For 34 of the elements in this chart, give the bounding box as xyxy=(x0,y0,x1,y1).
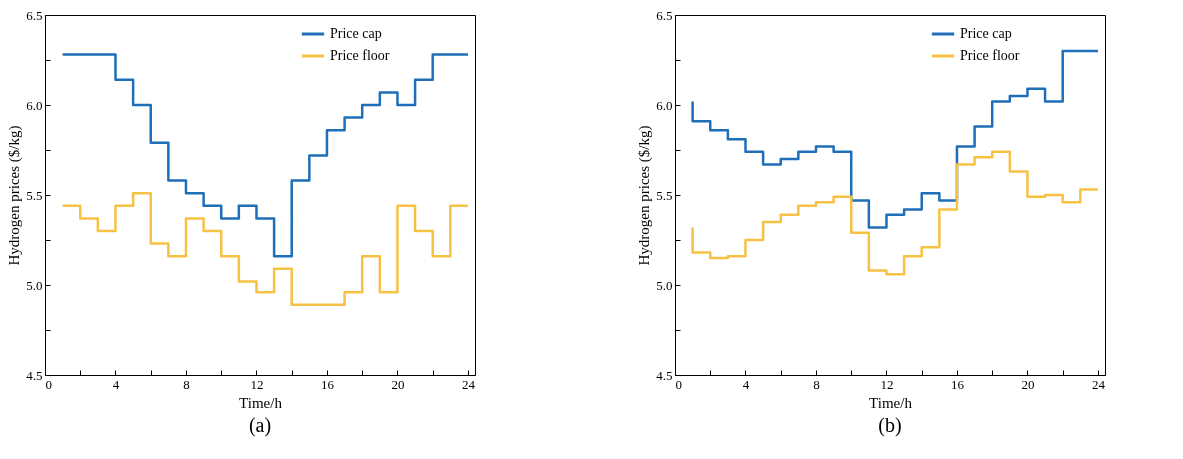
text: (b) xyxy=(878,414,902,437)
legend-label: Price floor xyxy=(960,48,1020,63)
y-tick-label: 5.0 xyxy=(656,277,673,293)
y-tick-label: 5.5 xyxy=(26,187,43,203)
x-tick-label: 24 xyxy=(461,376,476,392)
x-tick-label: 16 xyxy=(950,376,965,392)
y-axis-title: Hydrogen prices ($/kg) xyxy=(6,125,24,266)
text: (a) xyxy=(248,414,272,437)
y-tick-label: 5.0 xyxy=(26,277,43,293)
y-tick-label: 4.5 xyxy=(656,367,673,383)
y-tick-label: 6.5 xyxy=(26,7,43,23)
x-tick-label: 12 xyxy=(880,376,894,392)
y-tick-label: 6.5 xyxy=(656,7,673,23)
x-axis-title: Time/h xyxy=(239,394,283,411)
x-tick-label: 4 xyxy=(742,376,750,392)
x-tick-label: 4 xyxy=(112,376,120,392)
x-tick-label: 16 xyxy=(320,376,335,392)
x-tick-label: 20 xyxy=(391,376,405,392)
x-tick-label: 8 xyxy=(813,376,820,392)
x-tick-label: 0 xyxy=(45,376,52,392)
y-axis-title: Hydrogen prices ($/kg) xyxy=(636,125,654,266)
x-tick-label: 20 xyxy=(1021,376,1035,392)
x-tick-label: 8 xyxy=(183,376,190,392)
x-tick-label: 24 xyxy=(1091,376,1106,392)
x-tick-label: 0 xyxy=(675,376,682,392)
y-tick-label: 5.5 xyxy=(656,187,673,203)
x-axis-title: Time/h xyxy=(869,394,913,411)
legend-label: Price cap xyxy=(960,26,1012,41)
y-tick-label: 6.0 xyxy=(26,97,43,113)
legend-label: Price cap xyxy=(330,26,382,41)
y-tick-label: 6.0 xyxy=(656,97,673,113)
x-tick-label: 12 xyxy=(250,376,264,392)
y-tick-label: 4.5 xyxy=(26,367,43,383)
legend-label: Price floor xyxy=(330,48,390,63)
